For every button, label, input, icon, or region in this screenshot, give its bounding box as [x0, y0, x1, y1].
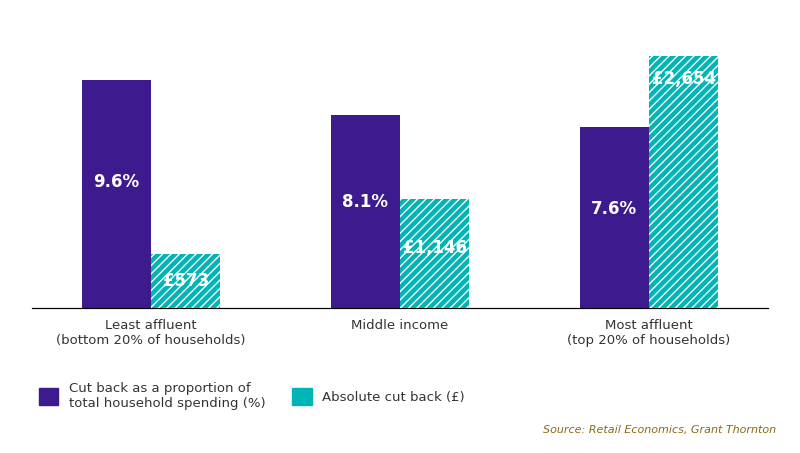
Text: 8.1%: 8.1%: [342, 193, 388, 211]
Bar: [649, 56, 718, 308]
Bar: [400, 199, 470, 308]
Text: £573: £573: [162, 272, 209, 290]
Text: £2,654: £2,654: [651, 70, 716, 88]
Bar: [151, 254, 220, 308]
Legend: Cut back as a proportion of
total household spending (%), Absolute cut back (£): Cut back as a proportion of total househ…: [38, 382, 465, 410]
Text: £1,146: £1,146: [402, 239, 466, 257]
Bar: [330, 116, 400, 308]
Bar: [580, 127, 649, 308]
Text: 9.6%: 9.6%: [94, 173, 139, 192]
Bar: [82, 80, 151, 308]
Text: Source: Retail Economics, Grant Thornton: Source: Retail Economics, Grant Thornton: [543, 425, 776, 435]
Text: 7.6%: 7.6%: [591, 200, 638, 217]
